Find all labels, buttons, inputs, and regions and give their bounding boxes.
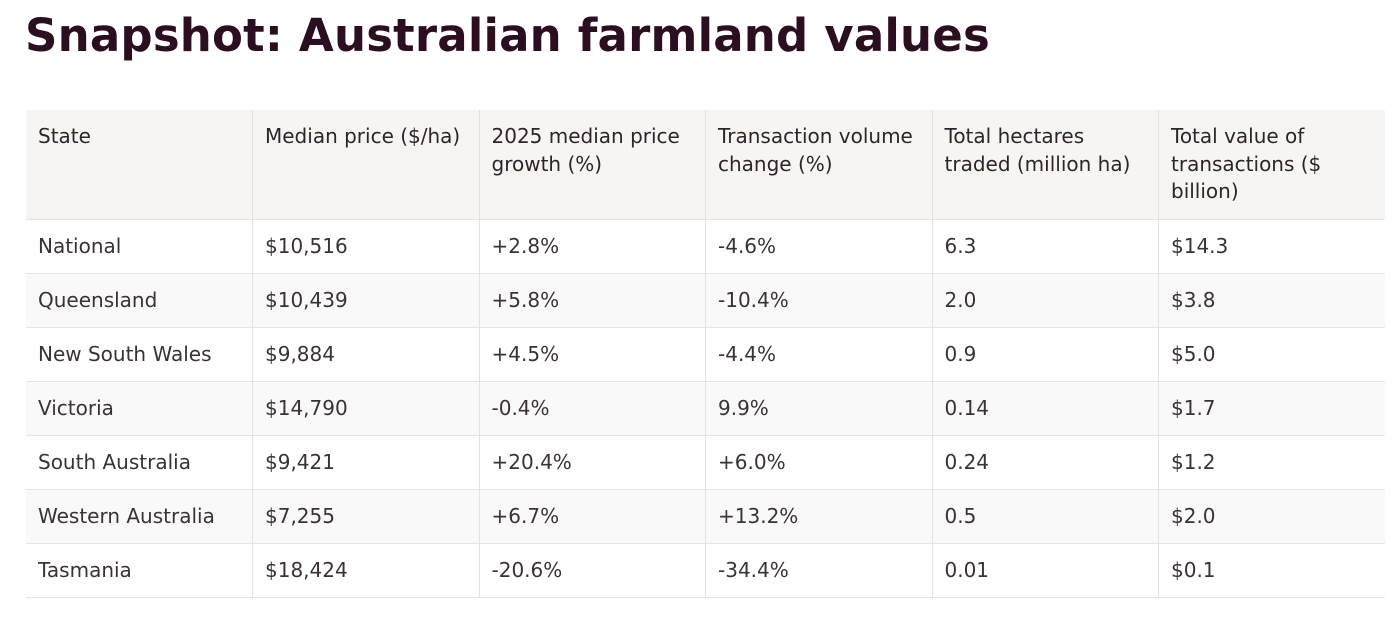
cell-total-value-of-transactions: $3.8 <box>1158 272 1385 327</box>
table-row: Victoria $14,790 -0.4% 9.9% 0.14 $1.7 <box>26 380 1385 435</box>
cell-transaction-volume-change: -4.4% <box>705 326 932 381</box>
cell-total-hectares-traded: 0.14 <box>931 380 1159 435</box>
table-header: State Median price ($/ha) 2025 median pr… <box>26 110 1385 219</box>
cell-total-value-of-transactions: $1.7 <box>1158 380 1385 435</box>
table-row: Queensland $10,439 +5.8% -10.4% 2.0 $3.8 <box>26 272 1385 327</box>
cell-state: Victoria <box>26 380 253 435</box>
cell-median-price-growth: +6.7% <box>478 488 706 543</box>
cell-transaction-volume-change: +6.0% <box>705 434 932 489</box>
table-row: National $10,516 +2.8% -4.6% 6.3 $14.3 <box>26 218 1385 273</box>
cell-state: National <box>26 218 253 273</box>
cell-median-price-growth: +5.8% <box>478 272 706 327</box>
cell-transaction-volume-change: -4.6% <box>705 218 932 273</box>
cell-transaction-volume-change: +13.2% <box>705 488 932 543</box>
cell-median-price: $7,255 <box>252 488 479 543</box>
farmland-values-table: State Median price ($/ha) 2025 median pr… <box>26 110 1385 598</box>
page-title: Snapshot: Australian farmland values <box>25 9 990 62</box>
cell-state: South Australia <box>26 434 253 489</box>
header-median-price-growth: 2025 median price growth (%) <box>478 110 706 219</box>
cell-state: Queensland <box>26 272 253 327</box>
header-row: State Median price ($/ha) 2025 median pr… <box>26 110 1385 219</box>
cell-total-hectares-traded: 6.3 <box>931 218 1159 273</box>
cell-state: Western Australia <box>26 488 253 543</box>
cell-state: Tasmania <box>26 542 253 598</box>
cell-median-price-growth: -20.6% <box>478 542 706 598</box>
table-row: Tasmania $18,424 -20.6% -34.4% 0.01 $0.1 <box>26 542 1385 598</box>
cell-transaction-volume-change: -34.4% <box>705 542 932 598</box>
header-state: State <box>38 124 91 148</box>
cell-transaction-volume-change: 9.9% <box>705 380 932 435</box>
cell-median-price: $9,421 <box>252 434 479 489</box>
cell-median-price: $9,884 <box>252 326 479 381</box>
cell-median-price-growth: +20.4% <box>478 434 706 489</box>
table-row: New South Wales $9,884 +4.5% -4.4% 0.9 $… <box>26 326 1385 381</box>
cell-median-price: $18,424 <box>252 542 479 598</box>
cell-total-value-of-transactions: $2.0 <box>1158 488 1385 543</box>
cell-total-hectares-traded: 0.24 <box>931 434 1159 489</box>
header-transaction-volume-change: Transaction volume change (%) <box>705 110 932 219</box>
cell-total-hectares-traded: 0.5 <box>931 488 1159 543</box>
header-total-value-of-transactions: Total value of transactions ($ billion) <box>1158 110 1385 219</box>
cell-median-price: $14,790 <box>252 380 479 435</box>
cell-state: New South Wales <box>26 326 253 381</box>
cell-total-hectares-traded: 0.9 <box>931 326 1159 381</box>
table-body: National $10,516 +2.8% -4.6% 6.3 $14.3 Q… <box>26 218 1385 598</box>
table-row: South Australia $9,421 +20.4% +6.0% 0.24… <box>26 434 1385 489</box>
cell-transaction-volume-change: -10.4% <box>705 272 932 327</box>
cell-median-price-growth: +2.8% <box>478 218 706 273</box>
cell-median-price-growth: -0.4% <box>478 380 706 435</box>
table-row: Western Australia $7,255 +6.7% +13.2% 0.… <box>26 488 1385 543</box>
cell-median-price: $10,516 <box>252 218 479 273</box>
cell-total-hectares-traded: 0.01 <box>931 542 1159 598</box>
cell-median-price-growth: +4.5% <box>478 326 706 381</box>
cell-total-hectares-traded: 2.0 <box>931 272 1159 327</box>
cell-total-value-of-transactions: $1.2 <box>1158 434 1385 489</box>
header-total-hectares-traded: Total hectares traded (million ha) <box>931 110 1159 219</box>
cell-total-value-of-transactions: $5.0 <box>1158 326 1385 381</box>
header-median-price: Median price ($/ha) <box>252 110 479 219</box>
cell-total-value-of-transactions: $14.3 <box>1158 218 1385 273</box>
cell-median-price: $10,439 <box>252 272 479 327</box>
cell-total-value-of-transactions: $0.1 <box>1158 542 1385 598</box>
